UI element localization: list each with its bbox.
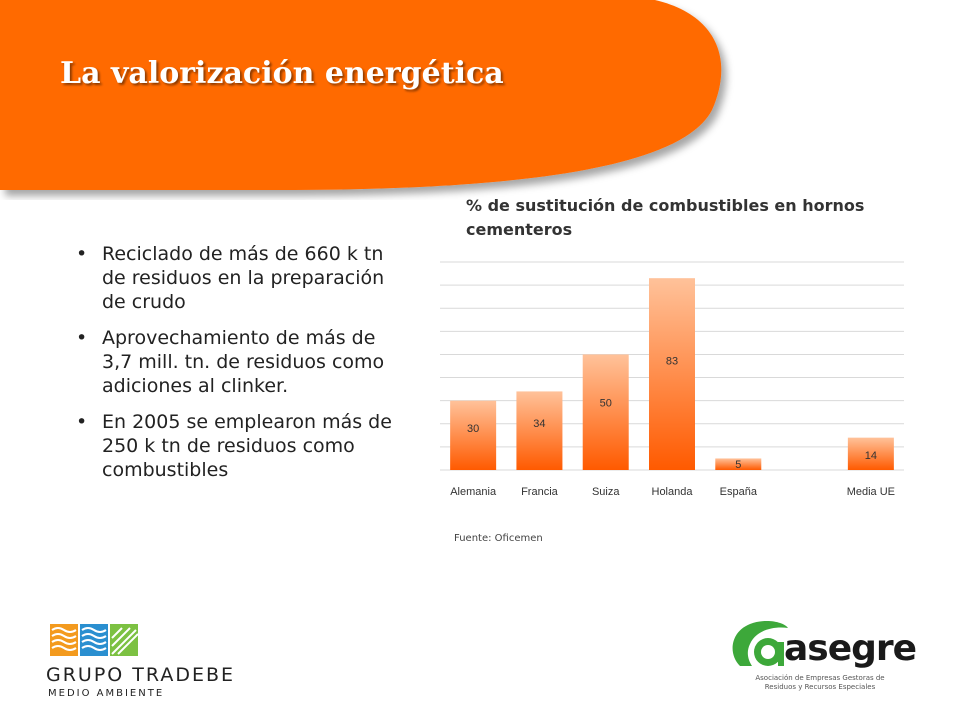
- bullet-text: En 2005 se emplearon más de 250 k tn de …: [102, 411, 392, 481]
- bullet-item: • Aprovechamiento de más de 3,7 mill. tn.…: [76, 326, 406, 398]
- data-label: 50: [600, 397, 612, 409]
- bullet-item: • En 2005 se emplearon más de 250 k tn de…: [76, 410, 406, 482]
- chart-x-tick-labels: Alemania Francia Suiza Holanda España Media U…: [450, 486, 895, 498]
- x-tick-label: Suiza: [592, 486, 620, 498]
- tradebe-waves-icon: [50, 624, 138, 656]
- data-label: 30: [467, 423, 479, 435]
- bar-españa: [715, 458, 762, 470]
- chart-data-labels: 30 34 50 83 5 14: [467, 355, 877, 471]
- asegre-logo: asegre Asociación de Empresas Gestoras d…: [726, 614, 917, 700]
- asegre-name: asegre: [784, 628, 917, 669]
- x-tick-label: España: [720, 486, 758, 498]
- bar-francia: [516, 391, 563, 470]
- bullet-text: Aprovechamiento de más de 3,7 mill. tn. …: [102, 327, 385, 397]
- bullet-dot-icon: •: [76, 327, 88, 349]
- x-tick-label: Alemania: [450, 486, 497, 498]
- bar-holanda: [649, 278, 695, 470]
- bullet-list: • Reciclado de más de 660 k tn de residuo…: [76, 242, 406, 494]
- bar-suiza: [582, 354, 629, 470]
- page-title: La valorización energética: [60, 56, 504, 91]
- tradebe-name: GRUPO TRADEBE: [46, 664, 235, 686]
- tradebe-logo: GRUPO TRADEBE MEDIO AMBIENTE: [46, 620, 276, 700]
- bar-media-ue: [847, 437, 894, 470]
- bullet-item: • Reciclado de más de 660 k tn de residuo…: [76, 242, 406, 314]
- chart-title: % de sustitución de combustibles en horn…: [466, 196, 865, 239]
- x-tick-label: Holanda: [652, 486, 694, 498]
- bullet-dot-icon: •: [76, 243, 88, 265]
- source-note: Fuente: Oficemen: [454, 533, 543, 544]
- bullet-text: Reciclado de más de 660 k tn de residuos…: [102, 243, 385, 313]
- data-label: 5: [735, 459, 741, 471]
- bar-alemania: [450, 400, 497, 470]
- banner-orange-shape: [0, 0, 722, 190]
- x-tick-label: Francia: [521, 486, 559, 498]
- data-label: 14: [865, 450, 877, 462]
- chart-gridlines: [440, 261, 904, 471]
- x-tick-label: Media UE: [847, 486, 895, 498]
- asegre-tagline: Asociación de Empresas Gestoras de Resid…: [755, 674, 885, 691]
- asegre-leaf-icon: [732, 621, 788, 666]
- data-label: 83: [666, 355, 678, 367]
- tradebe-subtitle: MEDIO AMBIENTE: [48, 688, 165, 699]
- data-label: 34: [533, 418, 545, 430]
- bullet-dot-icon: •: [76, 411, 88, 433]
- header-banner: [0, 0, 722, 190]
- chart-bars: [450, 278, 894, 470]
